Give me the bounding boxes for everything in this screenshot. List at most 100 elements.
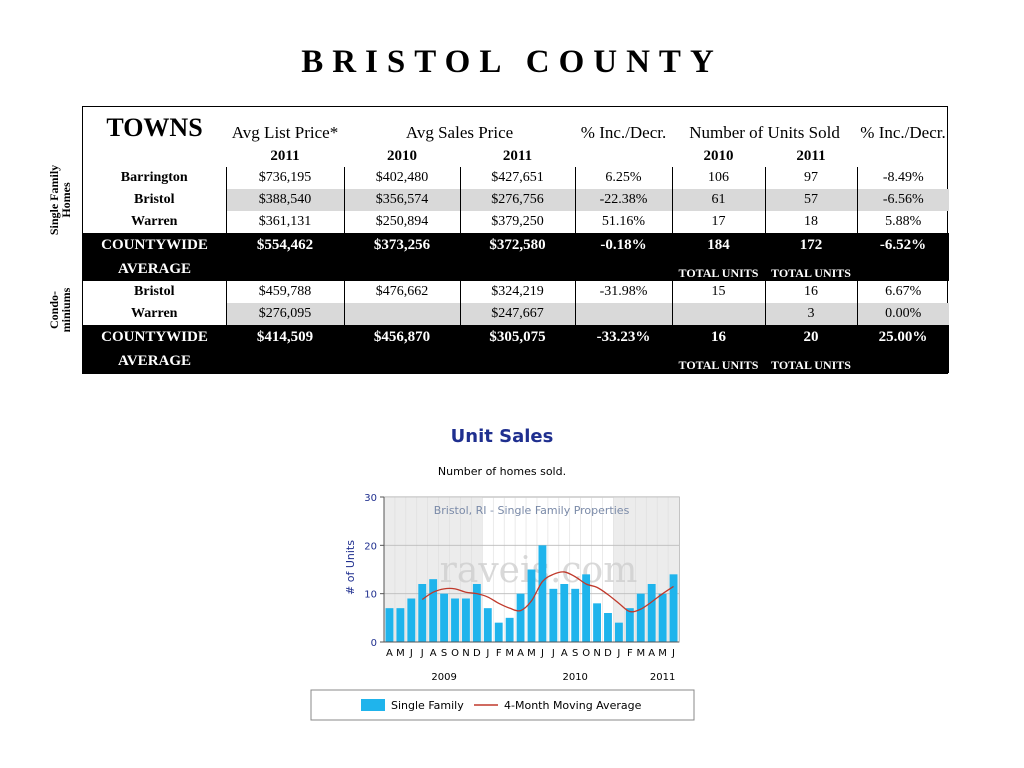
average-label: AVERAGE [83, 349, 226, 373]
year-list-2011: 2011 [270, 147, 300, 164]
cell: $373,256 [344, 233, 460, 257]
total-units-label: TOTAL UNITS [672, 349, 765, 373]
cell: -8.49% [856, 167, 950, 189]
cell: $554,462 [226, 233, 344, 257]
bar [636, 593, 645, 642]
bar [571, 588, 580, 642]
cell: 0.00% [856, 303, 950, 325]
bar [418, 584, 427, 642]
header-pct-price: % Inc./Decr. [580, 123, 667, 142]
x-tick-label: A [517, 648, 524, 659]
header-avg-list: Avg List Price* [231, 123, 339, 142]
bar [647, 584, 656, 642]
cell: -6.56% [856, 189, 950, 211]
bar [614, 622, 623, 642]
y-tick-label: 0 [371, 638, 377, 649]
x-tick-label: M [658, 648, 667, 659]
table-row: Bristol $459,788 $476,662 $324,219 -31.9… [83, 281, 950, 303]
bar [527, 569, 536, 642]
header-pct-units: % Inc./Decr. [860, 123, 946, 142]
countywide-label: COUNTYWIDE [83, 233, 226, 257]
cell: $456,870 [344, 325, 460, 349]
header-row: TOWNS Avg List Price* Avg Sales Price % … [83, 107, 949, 145]
cell: $459,788 [225, 281, 344, 303]
cell: $247,667 [459, 303, 575, 325]
countywide-row-2: AVERAGE TOTAL UNITS TOTAL UNITS [83, 257, 950, 281]
x-tick-label: N [462, 648, 469, 659]
x-tick-label: J [616, 648, 620, 659]
cell [343, 303, 460, 325]
x-year-label: 2010 [562, 672, 587, 683]
year-sales-2010: 2010 [387, 147, 417, 164]
x-tick-label: M [505, 648, 514, 659]
y-tick-label: 10 [364, 590, 377, 601]
countywide-row: COUNTYWIDE $554,462 $373,256 $372,580 -0… [83, 233, 950, 257]
cell: 5.88% [856, 211, 950, 233]
x-tick-label: J [540, 648, 544, 659]
cell: 106 [671, 167, 765, 189]
bar [385, 608, 394, 642]
chart-title: Unit Sales [450, 426, 554, 447]
cell: -0.18% [575, 233, 672, 257]
total-units-label: TOTAL UNITS [765, 349, 858, 373]
y-axis-label: # of Units [344, 540, 357, 595]
x-tick-label: M [396, 648, 405, 659]
cell: $356,574 [343, 189, 460, 211]
header-units-sold: Number of Units Sold [689, 123, 840, 142]
cell: 61 [671, 189, 765, 211]
header-towns: TOWNS [106, 113, 203, 142]
x-tick-label: M [636, 648, 645, 659]
cell: $276,095 [225, 303, 344, 325]
cell: 17 [671, 211, 765, 233]
x-tick-label: A [386, 648, 393, 659]
average-label: AVERAGE [83, 257, 226, 281]
x-tick-label: D [604, 648, 612, 659]
bar [516, 593, 525, 642]
cell: $379,250 [459, 211, 575, 233]
cell: $324,219 [459, 281, 575, 303]
x-tick-label: S [441, 648, 447, 659]
x-tick-label: D [473, 648, 481, 659]
bar [440, 593, 449, 642]
y-tick-label: 20 [364, 541, 377, 552]
bar [472, 584, 481, 642]
total-units-label: TOTAL UNITS [672, 257, 765, 281]
cell: -6.52% [857, 233, 950, 257]
cell: 18 [764, 211, 858, 233]
x-tick-label: M [527, 648, 536, 659]
chart-inner-title: Bristol, RI - Single Family Properties [434, 504, 630, 517]
bar [462, 598, 470, 642]
sales-table: TOWNS Avg List Price* Avg Sales Price % … [82, 106, 950, 374]
cell: 97 [764, 167, 858, 189]
cell: $427,651 [459, 167, 575, 189]
cell: $372,580 [460, 233, 575, 257]
table-row: Bristol $388,540 $356,574 $276,756 -22.3… [83, 189, 950, 211]
bar [538, 545, 547, 642]
total-units-label: TOTAL UNITS [765, 257, 858, 281]
cell: $736,195 [225, 167, 344, 189]
bar [505, 617, 514, 642]
x-tick-label: J [671, 648, 675, 659]
year-units-2010: 2010 [703, 147, 734, 164]
bar [669, 574, 678, 642]
bar [658, 593, 667, 642]
town-name: Bristol [83, 189, 226, 211]
y-tick-label: 30 [364, 493, 377, 504]
legend-label-single-family: Single Family [391, 699, 464, 712]
bar [407, 598, 416, 642]
header-avg-sales: Avg Sales Price [405, 123, 514, 142]
moving-average-line [421, 571, 674, 613]
countywide-row: COUNTYWIDE $414,509 $456,870 $305,075 -3… [83, 325, 950, 349]
cell: 15 [671, 281, 765, 303]
bar [494, 622, 503, 642]
town-name: Warren [131, 214, 178, 229]
bar [625, 608, 634, 642]
bar [451, 598, 459, 642]
bar [604, 613, 612, 642]
table-row: Barrington $736,195 $402,480 $427,651 6.… [83, 167, 950, 189]
x-tick-label: F [496, 648, 502, 659]
bar [593, 603, 601, 642]
chart-subtitle: Number of homes sold. [437, 465, 567, 478]
x-tick-label: F [627, 648, 633, 659]
cell: -22.38% [574, 189, 672, 211]
